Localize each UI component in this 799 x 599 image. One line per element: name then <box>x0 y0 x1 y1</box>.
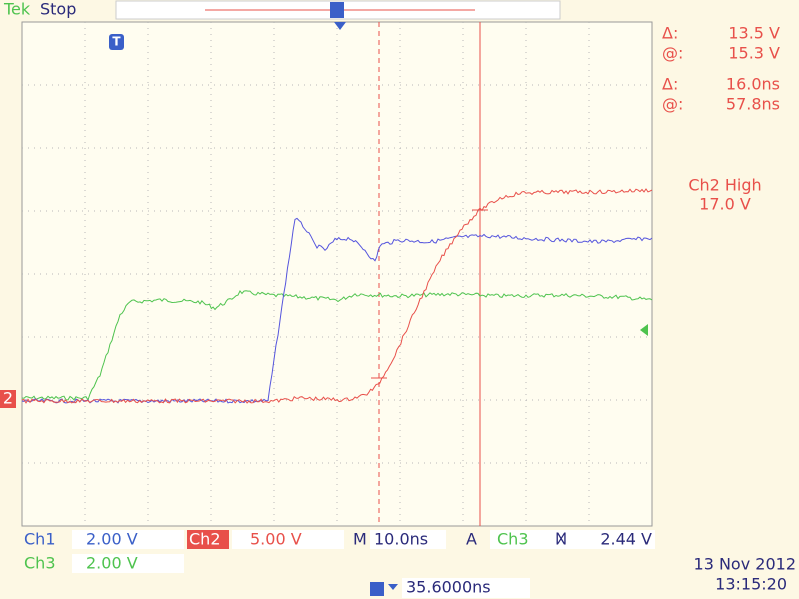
ch2-box <box>232 530 344 549</box>
measurement-label: Ch2 High <box>688 176 761 195</box>
brand: Tek <box>3 0 31 19</box>
trigger-level-value: 2.44 V <box>600 530 652 549</box>
footer: Ch1 2.00 V Ch2 5.00 V M 10.0ns A Ch3 Ⳮ 2… <box>24 530 796 598</box>
ch3-box <box>72 554 184 573</box>
time: 13:15:20 <box>715 575 787 594</box>
ch3-scale: 2.00 V <box>86 554 138 573</box>
status: Stop <box>40 0 76 19</box>
ch1-trace <box>21 217 653 404</box>
ch2-name: Ch2 <box>189 530 221 549</box>
ch1-scale: 2.00 V <box>86 530 138 549</box>
readout-symbol: @: <box>662 95 683 114</box>
timebase-box <box>370 530 446 549</box>
ch1-box <box>72 530 184 549</box>
trigger-level <box>640 324 648 336</box>
trigger-position <box>330 2 344 18</box>
timebase-scale: 10.0ns <box>374 530 428 549</box>
ch2-trace <box>21 188 653 404</box>
trigger-source: Ch3 <box>497 530 529 549</box>
trigger-name: A <box>466 530 477 549</box>
readout-symbol: Δ: <box>662 24 678 43</box>
trigger-box <box>490 530 655 549</box>
ch2-marker-label: 2 <box>3 389 13 408</box>
timebase-name: M <box>353 530 367 549</box>
grid <box>22 22 652 526</box>
trigger-marker <box>109 34 124 50</box>
ch3-name: Ch3 <box>24 554 56 573</box>
readout-value: 57.8ns <box>726 95 780 114</box>
ch1-name: Ch1 <box>24 530 56 549</box>
trigger-label: T <box>112 35 121 49</box>
position-arrow <box>388 584 398 590</box>
readout-value: 16.0ns <box>726 75 780 94</box>
readout-value: 15.3 V <box>728 44 780 63</box>
ch2-marker <box>0 390 16 408</box>
readouts: Δ: 13.5 V @: 15.3 V Δ: 16.0ns @: 57.8ns … <box>662 24 780 214</box>
measurement-value: 17.0 V <box>699 195 751 214</box>
readout-symbol: Δ: <box>662 75 678 94</box>
readout-value: 13.5 V <box>728 24 780 43</box>
position-value: 35.6000ns <box>406 578 491 597</box>
ch2-tag <box>187 530 229 549</box>
position-box <box>402 578 530 598</box>
trigger-arrow <box>334 22 346 30</box>
position-icon <box>370 582 384 596</box>
trigger-slope: Ⳮ <box>555 530 567 549</box>
ch3-trace <box>21 289 653 402</box>
date: 13 Nov 2012 <box>694 555 796 574</box>
ch2-scale: 5.00 V <box>250 530 302 549</box>
readout-symbol: @: <box>662 44 683 63</box>
